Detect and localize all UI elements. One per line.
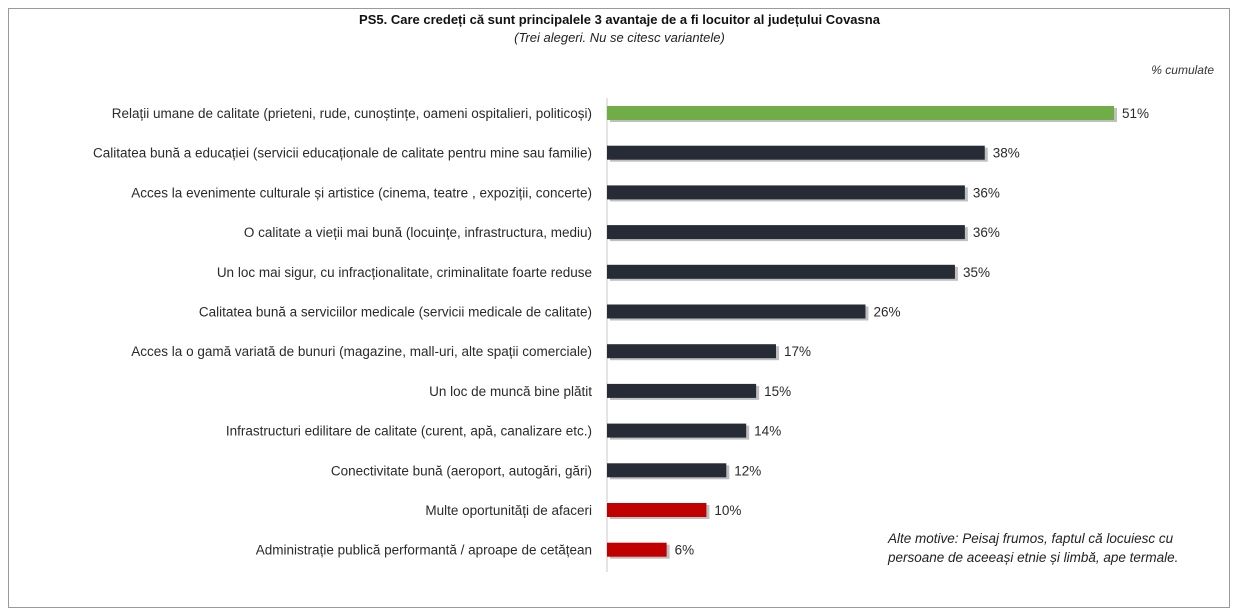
category-label: O calitate a vieții mai bună (locuințe, … bbox=[244, 225, 592, 240]
value-label: 15% bbox=[764, 384, 791, 399]
category-label: Conectivitate bună (aeroport, autogări, … bbox=[331, 463, 592, 478]
value-label: 36% bbox=[973, 225, 1000, 240]
value-label: 12% bbox=[734, 463, 761, 478]
bar-chart: Relații umane de calitate (prieteni, rud… bbox=[93, 98, 1149, 572]
category-label: Relații umane de calitate (prieteni, rud… bbox=[112, 106, 592, 121]
unit-label: % cumulate bbox=[1151, 63, 1214, 77]
category-label: Un loc de muncă bine plătit bbox=[429, 384, 592, 399]
category-label: Acces la evenimente culturale și artisti… bbox=[131, 185, 592, 200]
value-label: 38% bbox=[993, 146, 1020, 161]
chart-title: PS5. Care credeți că sunt principalele 3… bbox=[359, 12, 880, 27]
bar bbox=[607, 185, 965, 200]
other-reasons-note: Alte motive: Peisaj frumos, faptul că lo… bbox=[888, 531, 1179, 565]
bar bbox=[607, 542, 667, 557]
category-label: Infrastructuri edilitare de calitate (cu… bbox=[226, 424, 592, 439]
value-label: 17% bbox=[784, 344, 811, 359]
bar bbox=[607, 463, 727, 478]
category-label: Multe oportunități de afaceri bbox=[425, 503, 592, 518]
value-label: 14% bbox=[754, 424, 781, 439]
chart-subtitle: (Trei alegeri. Nu se citesc variantele) bbox=[514, 30, 725, 45]
value-label: 51% bbox=[1122, 106, 1149, 121]
bar bbox=[607, 423, 747, 438]
category-label: Calitatea bună a serviciilor medicale (s… bbox=[199, 305, 592, 320]
value-label: 10% bbox=[714, 503, 741, 518]
value-label: 36% bbox=[973, 185, 1000, 200]
bar bbox=[607, 383, 757, 398]
value-label: 35% bbox=[963, 265, 990, 280]
bar bbox=[607, 106, 1114, 120]
bar bbox=[607, 503, 707, 517]
bar bbox=[607, 264, 955, 279]
bars-layer: Relații umane de calitate (prieteni, rud… bbox=[93, 98, 1149, 572]
bar bbox=[607, 304, 866, 319]
category-label: Administrație publică performantă / apro… bbox=[256, 543, 592, 558]
bar bbox=[607, 344, 776, 359]
bar bbox=[607, 225, 965, 240]
value-label: 6% bbox=[675, 543, 695, 558]
value-label: 26% bbox=[873, 305, 900, 320]
category-label: Un loc mai sigur, cu infracționalitate, … bbox=[217, 265, 592, 280]
category-label: Calitatea bună a educației (servicii edu… bbox=[93, 146, 592, 161]
category-label: Acces la o gamă variată de bunuri (magaz… bbox=[131, 344, 592, 359]
bar bbox=[607, 145, 985, 160]
